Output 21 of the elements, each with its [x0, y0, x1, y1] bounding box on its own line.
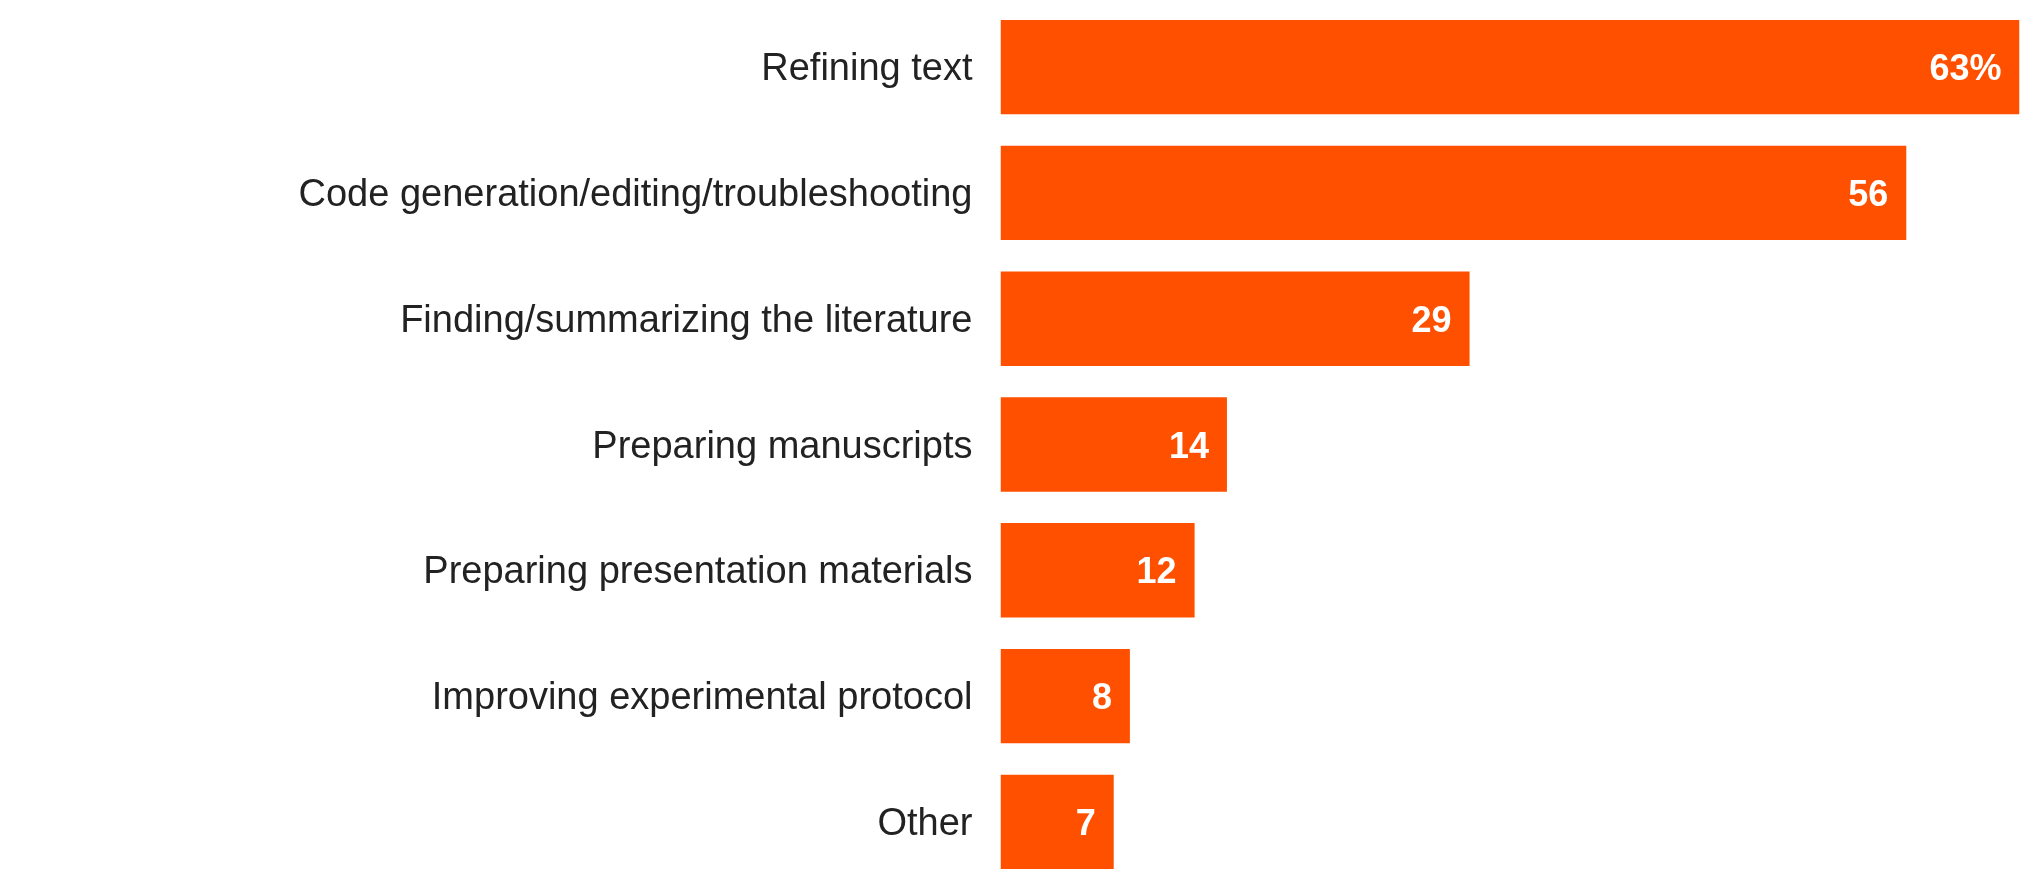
- bar: [1000, 774, 1114, 870]
- data-label: 14: [1168, 424, 1209, 466]
- y-tick-label: Preparing manuscripts: [592, 423, 973, 466]
- data-label: 8: [1091, 676, 1112, 718]
- y-tick-label: Finding/summarizing the literature: [400, 297, 973, 340]
- y-tick-label: Refining text: [761, 46, 973, 89]
- data-label: 7: [1075, 801, 1096, 843]
- data-label: 29: [1411, 298, 1452, 340]
- bar: [1000, 19, 2020, 115]
- y-tick-label: Improving experimental protocol: [431, 675, 973, 718]
- bar: [1000, 397, 1227, 492]
- bar: [1000, 145, 1907, 241]
- data-label: 63%: [1929, 46, 2002, 88]
- bar: [1000, 271, 1470, 366]
- y-tick-label: Other: [877, 800, 973, 843]
- bar: [1000, 523, 1195, 618]
- data-label: 56: [1848, 172, 1889, 214]
- bar: [1000, 648, 1130, 744]
- data-label: 12: [1136, 550, 1177, 592]
- y-tick-label: Code generation/editing/troubleshooting: [298, 171, 973, 214]
- y-tick-label: Preparing presentation materials: [423, 549, 973, 592]
